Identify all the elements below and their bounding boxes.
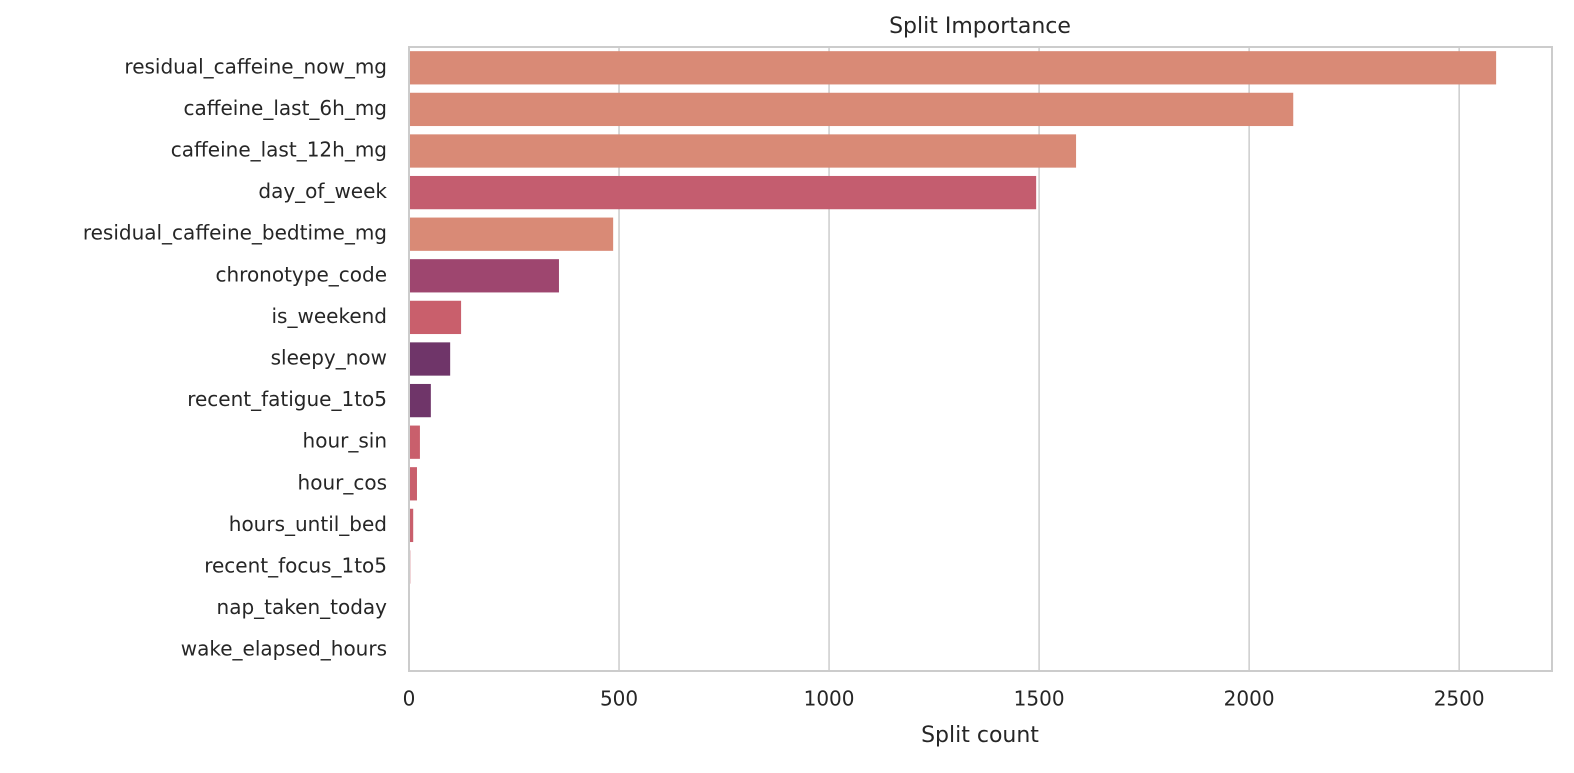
y-tick-label: is_weekend (272, 304, 388, 328)
y-tick-label: nap_taken_today (217, 595, 388, 619)
y-tick-label: chronotype_code (215, 262, 387, 286)
bar (409, 217, 614, 251)
y-tick-label: wake_elapsed_hours (181, 637, 387, 661)
x-tick-label: 2000 (1224, 687, 1275, 711)
bar (409, 508, 414, 543)
bar (409, 51, 1497, 85)
x-tick-label: 500 (600, 687, 638, 711)
y-tick-label: hour_sin (303, 429, 387, 453)
bar (409, 467, 417, 501)
y-tick-label: residual_caffeine_now_mg (124, 54, 387, 78)
y-tick-label: hour_cos (298, 470, 387, 494)
bar (409, 300, 462, 335)
x-tick-label: 0 (403, 687, 416, 711)
y-tick-label: recent_focus_1to5 (204, 554, 387, 578)
y-tick-label: recent_fatigue_1to5 (187, 387, 387, 411)
bar (409, 92, 1294, 127)
y-tick-label: caffeine_last_6h_mg (183, 96, 387, 120)
x-tick-label: 1500 (1014, 687, 1065, 711)
y-tick-label: residual_caffeine_bedtime_mg (83, 221, 387, 245)
x-tick-label: 1000 (804, 687, 855, 711)
bar (409, 342, 451, 376)
bar (409, 259, 559, 293)
bar (409, 425, 420, 459)
chart-title: Split Importance (889, 14, 1071, 39)
bar (409, 134, 1077, 168)
y-tick-label: caffeine_last_12h_mg (171, 138, 387, 162)
y-tick-label: day_of_week (258, 179, 387, 203)
plot-frame (408, 46, 1553, 672)
y-tick-label: hours_until_bed (229, 512, 387, 536)
bar (409, 175, 1037, 210)
x-tick-label: 2500 (1434, 687, 1485, 711)
x-axis-label: Split count (921, 723, 1039, 748)
bar (409, 383, 431, 418)
y-tick-label: sleepy_now (271, 346, 387, 370)
